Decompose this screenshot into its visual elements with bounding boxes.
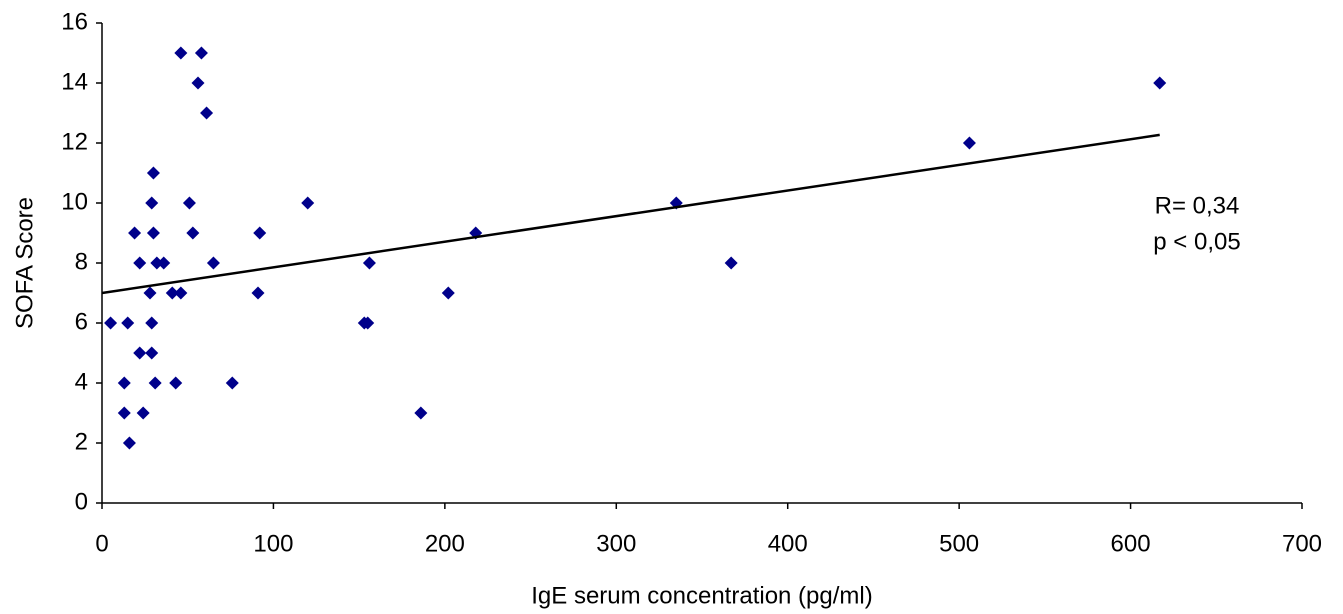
data-point: [200, 106, 214, 120]
trend-line: [101, 133, 1160, 295]
data-point: [962, 136, 976, 150]
data-point: [146, 166, 160, 180]
data-point: [165, 286, 179, 300]
data-point: [145, 196, 159, 210]
data-point: [143, 286, 157, 300]
annotation: p < 0,05: [1153, 228, 1240, 255]
y-tick-label: 12: [61, 128, 88, 155]
data-point: [145, 316, 159, 330]
x-tick-label: 0: [95, 530, 108, 557]
y-tick-label: 6: [75, 308, 88, 335]
y-tick-label: 10: [61, 188, 88, 215]
x-tick-label: 600: [1111, 530, 1151, 557]
y-tick-label: 14: [61, 68, 88, 95]
data-point: [301, 196, 315, 210]
x-tick-label: 300: [596, 530, 636, 557]
data-point: [117, 376, 131, 390]
data-point: [128, 226, 142, 240]
data-point: [157, 256, 171, 270]
y-tick-label: 16: [61, 8, 88, 35]
data-point: [441, 286, 455, 300]
x-tick-label: 500: [939, 530, 979, 557]
data-point: [362, 256, 376, 270]
data-point: [133, 346, 147, 360]
data-point: [174, 46, 188, 60]
x-tick-label: 200: [425, 530, 465, 557]
data-point: [146, 226, 160, 240]
data-point: [121, 316, 135, 330]
x-tick-label: 100: [253, 530, 293, 557]
data-point: [182, 196, 196, 210]
data-point: [148, 376, 162, 390]
data-point: [174, 286, 188, 300]
y-tick-label: 0: [75, 488, 88, 515]
data-point: [136, 406, 150, 420]
annotation: R= 0,34: [1155, 192, 1240, 219]
data-point: [145, 346, 159, 360]
data-point: [206, 256, 220, 270]
y-axis-label: SOFA Score: [11, 197, 38, 329]
data-point: [361, 316, 375, 330]
data-point: [414, 406, 428, 420]
data-point: [1153, 76, 1167, 90]
data-point: [104, 316, 118, 330]
data-point: [150, 256, 164, 270]
y-tick-label: 2: [75, 428, 88, 455]
x-axis-label: IgE serum concentration (pg/ml): [531, 582, 872, 609]
data-point: [133, 256, 147, 270]
y-tick-label: 8: [75, 248, 88, 275]
x-tick-label: 400: [768, 530, 808, 557]
data-point: [253, 226, 267, 240]
y-tick-label: 4: [75, 368, 88, 395]
data-point: [186, 226, 200, 240]
data-point: [225, 376, 239, 390]
data-point: [251, 286, 265, 300]
data-point: [191, 76, 205, 90]
data-point: [122, 436, 136, 450]
data-point: [194, 46, 208, 60]
data-point: [169, 376, 183, 390]
data-point: [724, 256, 738, 270]
data-point: [117, 406, 131, 420]
x-tick-label: 700: [1282, 530, 1322, 557]
